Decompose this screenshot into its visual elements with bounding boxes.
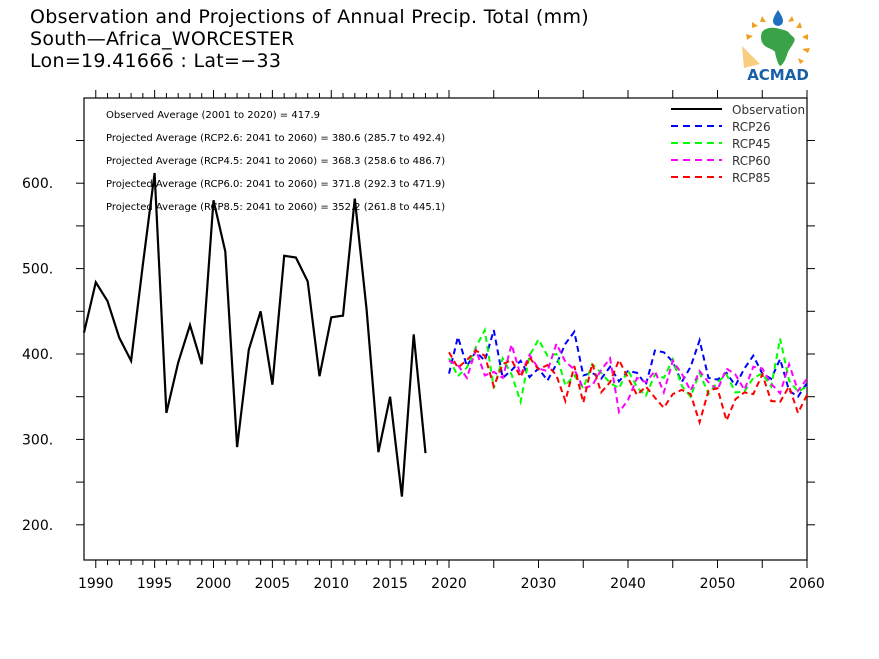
x-tick-label: 2015 bbox=[372, 576, 408, 592]
stats-annotations: Observed Average (2001 to 2020) = 417.9 P… bbox=[106, 110, 445, 213]
y-tick-label: 200. bbox=[22, 518, 53, 534]
acmad-logo: ACMAD bbox=[742, 10, 810, 82]
y-tick-label: 400. bbox=[22, 347, 53, 363]
water-drop-icon bbox=[773, 10, 783, 26]
x-tick-label: 2050 bbox=[700, 576, 736, 592]
y-tick-label: 500. bbox=[22, 262, 53, 278]
legend-label: RCP26 bbox=[732, 120, 771, 134]
y-tick-label: 600. bbox=[22, 176, 53, 192]
x-axis-labels: 1990 1995 2000 2005 2010 2015 2020 2030 2040 2050… bbox=[78, 576, 825, 592]
series-line-rcp26 bbox=[448, 329, 808, 399]
series-line-rcp45 bbox=[448, 326, 808, 406]
x-tick-label: 2060 bbox=[789, 576, 825, 592]
title-block: Observation and Projections of Annual Pr… bbox=[30, 6, 589, 72]
series-line-observation bbox=[82, 172, 427, 497]
axis-ticks bbox=[76, 90, 815, 568]
plot-border bbox=[83, 97, 808, 561]
series-line-rcp60 bbox=[448, 340, 808, 415]
series-lines bbox=[82, 172, 808, 497]
x-tick-label: 1995 bbox=[137, 576, 173, 592]
stat-line: Projected Average (RCP8.5: 2041 to 2060)… bbox=[106, 202, 445, 213]
plot-frame bbox=[83, 97, 808, 561]
series-line-rcp85 bbox=[448, 349, 808, 426]
y-axis-labels: 200. 300. 400. 500. 600. bbox=[22, 176, 53, 534]
stripes-icon bbox=[742, 46, 760, 68]
coordinates: Lon=19.41666 : Lat=−33 bbox=[30, 50, 282, 72]
x-tick-label: 2000 bbox=[196, 576, 232, 592]
sun-rays-icon bbox=[746, 16, 810, 64]
logo-text: ACMAD bbox=[747, 66, 809, 82]
y-tick-label: 300. bbox=[22, 432, 53, 448]
legend: Observation RCP26 RCP45 RCP60 RCP85 bbox=[671, 103, 805, 185]
stat-line: Observed Average (2001 to 2020) = 417.9 bbox=[106, 110, 320, 121]
legend-label: Observation bbox=[732, 103, 805, 117]
stat-line: Projected Average (RCP2.6: 2041 to 2060)… bbox=[106, 133, 445, 144]
x-tick-label: 2005 bbox=[255, 576, 291, 592]
legend-label: RCP45 bbox=[732, 137, 771, 151]
location-name: South—Africa_WORCESTER bbox=[30, 28, 295, 50]
stat-line: Projected Average (RCP6.0: 2041 to 2060)… bbox=[106, 179, 445, 190]
chart-title: Observation and Projections of Annual Pr… bbox=[30, 6, 589, 28]
legend-label: RCP60 bbox=[732, 154, 771, 168]
x-tick-label: 1990 bbox=[78, 576, 114, 592]
x-tick-label: 2030 bbox=[521, 576, 557, 592]
x-tick-label: 2040 bbox=[610, 576, 646, 592]
africa-continent-icon bbox=[761, 27, 795, 66]
x-tick-label: 2010 bbox=[313, 576, 349, 592]
legend-label: RCP85 bbox=[732, 171, 771, 185]
stat-line: Projected Average (RCP4.5: 2041 to 2060)… bbox=[106, 156, 445, 167]
x-tick-label: 2020 bbox=[431, 576, 467, 592]
